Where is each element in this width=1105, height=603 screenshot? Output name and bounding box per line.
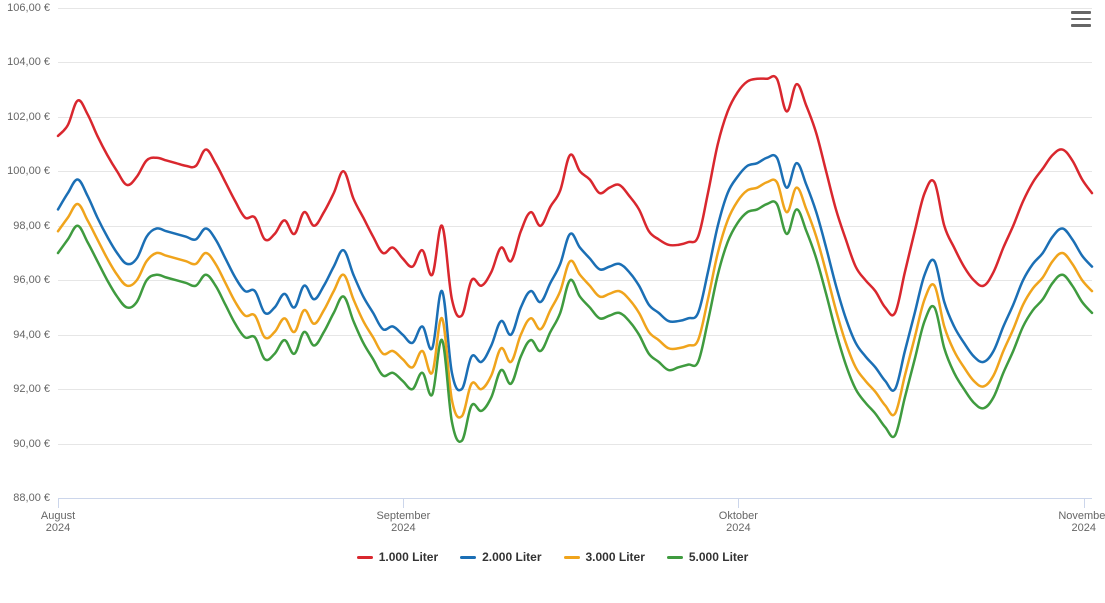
chart-legend: 1.000 Liter 2.000 Liter 3.000 Liter 5.000 L…	[0, 550, 1105, 564]
legend-swatch	[667, 556, 683, 559]
legend-item[interactable]: 3.000 Liter	[564, 550, 645, 564]
series-line	[58, 180, 1092, 418]
price-line-chart: 88,00 €90,00 €92,00 €94,00 €96,00 €98,00…	[0, 0, 1105, 603]
legend-item[interactable]: 1.000 Liter	[357, 550, 438, 564]
legend-label: 2.000 Liter	[482, 550, 541, 564]
legend-swatch	[460, 556, 476, 559]
legend-item[interactable]: 5.000 Liter	[667, 550, 748, 564]
legend-swatch	[564, 556, 580, 559]
legend-label: 1.000 Liter	[379, 550, 438, 564]
legend-swatch	[357, 556, 373, 559]
legend-label: 3.000 Liter	[586, 550, 645, 564]
chart-series	[0, 0, 1105, 603]
legend-label: 5.000 Liter	[689, 550, 748, 564]
legend-item[interactable]: 2.000 Liter	[460, 550, 541, 564]
